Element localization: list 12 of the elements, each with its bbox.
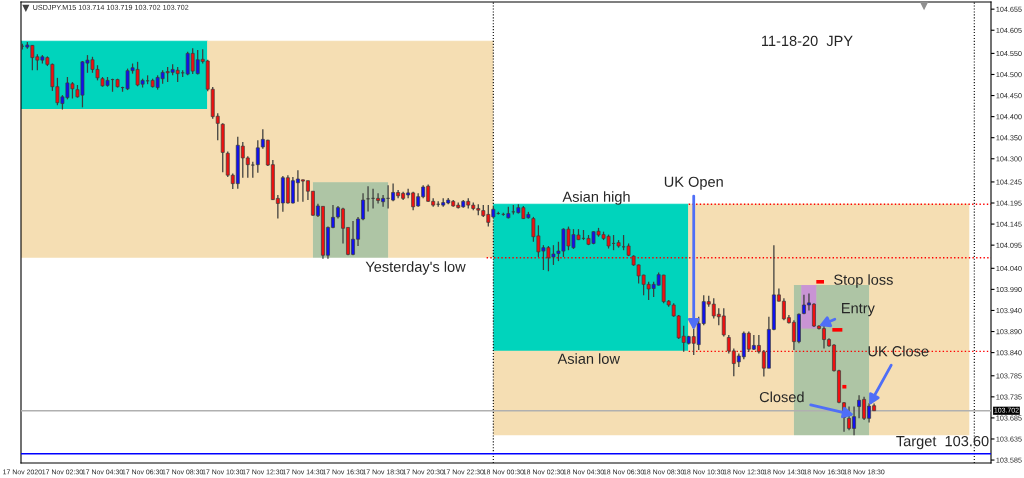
candlestick bbox=[366, 185, 370, 213]
candlestick bbox=[721, 307, 726, 338]
annotation: UK Open bbox=[664, 176, 723, 190]
annotation: Stop loss bbox=[834, 274, 893, 288]
text: 11-18-20 JPY bbox=[762, 35, 853, 47]
annotation: Entry bbox=[842, 303, 875, 317]
annotation: Asian high bbox=[562, 191, 630, 205]
annotation: Target 103.60 bbox=[896, 435, 989, 450]
annotation: UK Close bbox=[868, 345, 929, 357]
annotation: Closed bbox=[759, 391, 804, 403]
annotation: Asian low bbox=[557, 353, 620, 364]
annotation: Yesterday's low bbox=[365, 261, 466, 275]
